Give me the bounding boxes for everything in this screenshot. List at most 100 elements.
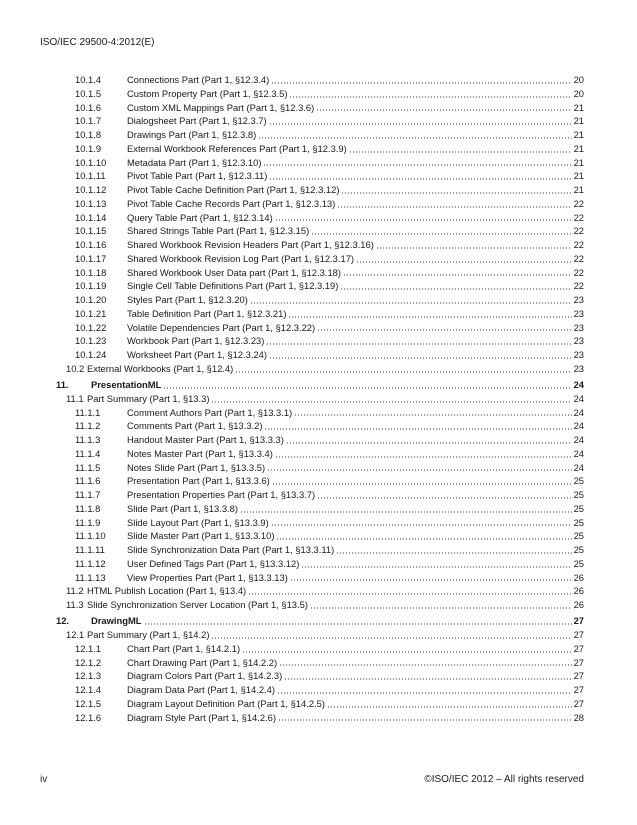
toc-entry-number: 10.1.5 bbox=[75, 87, 102, 99]
toc-entry[interactable]: 10.1.23 Workbook Part (Part 1, §12.3.23) 2… bbox=[40, 334, 584, 348]
toc-entry-title: Diagram Data Part (Part 1, §14.2.4) bbox=[127, 684, 275, 695]
toc-entry[interactable]: 11.1.2 Comments Part (Part 1, §13.3.2) 24 bbox=[40, 419, 584, 433]
toc-entry-title: Metadata Part (Part 1, §12.3.10) bbox=[127, 156, 262, 168]
toc-entry[interactable]: 12.1.4 Diagram Data Part (Part 1, §14.2.4… bbox=[40, 683, 584, 697]
toc-entry-page: 21 bbox=[573, 142, 584, 154]
toc-entry[interactable]: 12. DrawingML 27 bbox=[40, 614, 584, 628]
toc-entry[interactable]: 10.1.19 Single Cell Table Definitions Par… bbox=[40, 279, 584, 293]
toc-entry-number: 12.1.2 bbox=[75, 656, 102, 668]
toc-entry-page: 27 bbox=[573, 670, 584, 682]
toc-entry-title: Presentation Properties Part (Part 1, §1… bbox=[127, 489, 316, 500]
toc-entry[interactable]: 11. PresentationML 24 bbox=[40, 378, 584, 392]
toc-entry[interactable]: 11.1.9 Slide Layout Part (Part 1, §13.3.9… bbox=[40, 516, 584, 530]
toc-entry-title: Part Summary (Part 1, §13.3) bbox=[87, 392, 210, 404]
toc-entry[interactable]: 12.1.5 Diagram Layout Definition Part (Pa… bbox=[40, 697, 584, 711]
dot-leader bbox=[249, 301, 572, 304]
toc-entry-page: 27 bbox=[573, 615, 584, 627]
toc-entry[interactable]: 11.1.3 Handout Master Part (Part 1, §13.3… bbox=[40, 433, 584, 447]
toc-entry-page: 26 bbox=[573, 571, 584, 583]
toc-entry[interactable]: 11.3 Slide Synchronization Server Locatio… bbox=[40, 598, 584, 612]
toc-entry[interactable]: 10.1.5 Custom Property Part (Part 1, §12.… bbox=[40, 87, 584, 101]
toc-entry[interactable]: 11.1.11 Slide Synchronization Data Part (… bbox=[40, 543, 584, 557]
toc-entry[interactable]: 12.1.1 Chart Part (Part 1, §14.2.1) 27 bbox=[40, 642, 584, 656]
dot-leader bbox=[276, 691, 572, 694]
toc-entry[interactable]: 10.1.11 Pivot Table Part (Part 1, §12.3.1… bbox=[40, 169, 584, 183]
toc-entry-title: Diagram Colors Part (Part 1, §14.2.3) bbox=[127, 670, 283, 682]
toc-entry-page: 21 bbox=[573, 129, 584, 140]
toc-entry-page: 22 bbox=[573, 211, 584, 223]
toc-entry[interactable]: 12.1 Part Summary (Part 1, §14.2) 27 bbox=[40, 628, 584, 642]
toc-entry[interactable]: 11.1.10 Slide Master Part (Part 1, §13.3.… bbox=[40, 529, 584, 543]
toc-entry[interactable]: 10.1.6 Custom XML Mappings Part (Part 1, … bbox=[40, 101, 584, 115]
toc-entry-title: Handout Master Part (Part 1, §13.3.3) bbox=[127, 434, 284, 445]
toc-entry-page: 22 bbox=[573, 197, 584, 209]
toc-entry[interactable]: 11.1.7 Presentation Properties Part (Part… bbox=[40, 488, 584, 502]
toc-entry-title: Drawings Part (Part 1, §12.3.8) bbox=[127, 129, 257, 140]
toc-entry-page: 24 bbox=[573, 420, 584, 432]
toc-entry-number: 10.1.9 bbox=[75, 142, 102, 154]
toc-entry[interactable]: 10.1.9 External Workbook References Part … bbox=[40, 142, 584, 156]
toc-entry[interactable]: 10.1.7 Dialogsheet Part (Part 1, §12.3.7)… bbox=[40, 114, 584, 128]
toc-entry[interactable]: 10.1.20 Styles Part (Part 1, §12.3.20) 23 bbox=[40, 293, 584, 307]
toc-entry-page: 22 bbox=[573, 266, 584, 278]
toc-entry[interactable]: 11.1.13 View Properties Part (Part 1, §13… bbox=[40, 571, 584, 585]
toc-entry[interactable]: 11.1.12 User Defined Tags Part (Part 1, §… bbox=[40, 557, 584, 571]
toc-entry[interactable]: 10.1.14 Query Table Part (Part 1, §12.3.1… bbox=[40, 211, 584, 225]
toc-entry[interactable]: 11.2 HTML Publish Location (Part 1, §13.4… bbox=[40, 584, 584, 598]
toc-entry-page: 21 bbox=[573, 156, 584, 168]
toc-entry[interactable]: 10.1.22 Volatile Dependencies Part (Part … bbox=[40, 321, 584, 335]
toc-entry[interactable]: 10.1.4 Connections Part (Part 1, §12.3.4)… bbox=[40, 73, 584, 87]
copyright-notice: ©ISO/IEC 2012 – All rights reserved bbox=[424, 774, 584, 785]
toc-entry-number: 11.1.7 bbox=[75, 489, 101, 500]
dot-leader bbox=[317, 329, 572, 332]
toc-entry[interactable]: 11.1 Part Summary (Part 1, §13.3) 24 bbox=[40, 392, 584, 406]
toc-entry-number: 10.1.21 bbox=[75, 307, 107, 319]
toc-entry[interactable]: 10.1.13 Pivot Table Cache Records Part (P… bbox=[40, 197, 584, 211]
toc-entry[interactable]: 10.1.24 Worksheet Part (Part 1, §12.3.24)… bbox=[40, 348, 584, 362]
toc-entry[interactable]: 10.2 External Workbooks (Part 1, §12.4) 23 bbox=[40, 362, 584, 376]
toc-entry-title: Shared Workbook Revision Headers Part (P… bbox=[127, 239, 374, 250]
toc-entry-number: 11.1.3 bbox=[75, 434, 101, 445]
dot-leader bbox=[211, 400, 572, 403]
toc-entry[interactable]: 10.1.12 Pivot Table Cache Definition Part… bbox=[40, 183, 584, 197]
toc-entry-title: Table Definition Part (Part 1, §12.3.21) bbox=[127, 307, 287, 319]
toc-entry-number: 10.1.19 bbox=[75, 280, 107, 292]
running-header: ISO/IEC 29500-4:2012(E) bbox=[40, 37, 155, 48]
toc-entry[interactable]: 10.1.15 Shared Strings Table Part (Part 1… bbox=[40, 224, 584, 238]
toc-entry[interactable]: 12.1.3 Diagram Colors Part (Part 1, §14.2… bbox=[40, 669, 584, 683]
toc-entry[interactable]: 10.1.16 Shared Workbook Revision Headers … bbox=[40, 238, 584, 252]
toc-entry-page: 21 bbox=[573, 101, 584, 113]
toc-entry[interactable]: 11.1.5 Notes Slide Part (Part 1, §13.3.5)… bbox=[40, 461, 584, 475]
toc-entry-title: Slide Synchronization Data Part (Part 1,… bbox=[127, 544, 335, 555]
toc-entry-number: 10.1.15 bbox=[75, 225, 107, 237]
toc-entry[interactable]: 10.1.10 Metadata Part (Part 1, §12.3.10) 2… bbox=[40, 156, 584, 170]
dot-leader bbox=[235, 370, 572, 373]
toc-entry-title: Dialogsheet Part (Part 1, §12.3.7) bbox=[127, 115, 267, 127]
toc-entry[interactable]: 12.1.6 Diagram Style Part (Part 1, §14.2.… bbox=[40, 711, 584, 725]
toc-entry[interactable]: 11.1.8 Slide Part (Part 1, §13.3.8) 25 bbox=[40, 502, 584, 516]
toc-entry-page: 22 bbox=[573, 239, 584, 250]
toc-entry-title: Connections Part (Part 1, §12.3.4) bbox=[127, 74, 270, 85]
toc-entry[interactable]: 12.1.2 Chart Drawing Part (Part 1, §14.2.… bbox=[40, 656, 584, 670]
toc-entry-title: Volatile Dependencies Part (Part 1, §12.… bbox=[127, 321, 316, 333]
toc-entry[interactable]: 10.1.8 Drawings Part (Part 1, §12.3.8) 21 bbox=[40, 128, 584, 142]
toc-entry[interactable]: 11.1.4 Notes Master Part (Part 1, §13.3.4… bbox=[40, 447, 584, 461]
toc-entry[interactable]: 10.1.17 Shared Workbook Revision Log Part… bbox=[40, 252, 584, 266]
dot-leader bbox=[327, 705, 572, 708]
toc-entry-page: 24 bbox=[573, 447, 584, 459]
toc-entry-title: Comment Authors Part (Part 1, §13.3.1) bbox=[127, 406, 293, 418]
toc-entry-page: 24 bbox=[573, 392, 584, 404]
dot-leader bbox=[266, 343, 572, 345]
toc-entry[interactable]: 11.1.6 Presentation Part (Part 1, §13.3.6… bbox=[40, 474, 584, 488]
toc-entry-title: HTML Publish Location (Part 1, §13.4) bbox=[87, 585, 247, 597]
toc-entry-page: 21 bbox=[573, 170, 584, 182]
toc-entry[interactable]: 11.1.1 Comment Authors Part (Part 1, §13.… bbox=[40, 406, 584, 420]
dot-leader bbox=[276, 538, 572, 540]
toc-entry-page: 24 bbox=[573, 461, 584, 473]
toc-entry[interactable]: 10.1.18 Shared Workbook User Data part (P… bbox=[40, 266, 584, 280]
dot-leader bbox=[317, 496, 572, 499]
toc-entry-page: 27 bbox=[573, 684, 584, 695]
toc-entry-number: 10.1.14 bbox=[75, 211, 107, 223]
toc-entry-number: 11.1.11 bbox=[75, 544, 105, 555]
toc-entry[interactable]: 10.1.21 Table Definition Part (Part 1, §1… bbox=[40, 307, 584, 321]
